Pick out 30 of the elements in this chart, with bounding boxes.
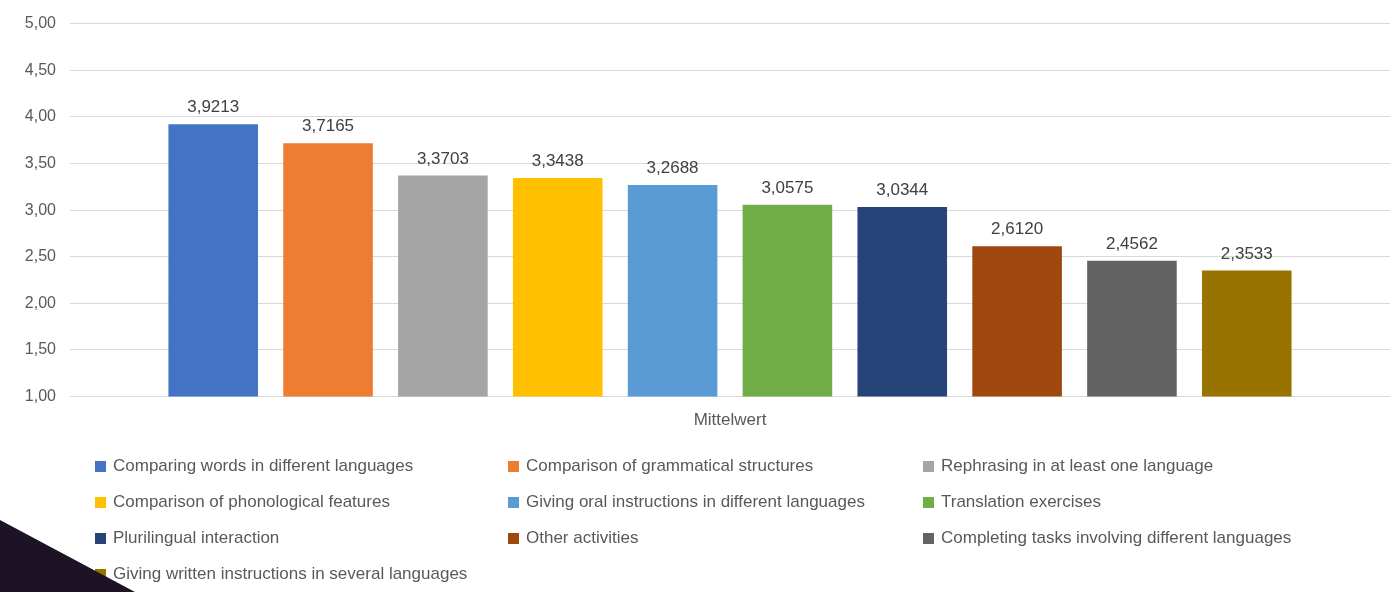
data-label: 3,7165: [302, 116, 355, 136]
data-label: 3,0575: [761, 177, 814, 197]
legend-label: Completing tasks involving different languages: [941, 528, 1292, 548]
legend-label: Translation exercises: [941, 492, 1101, 512]
data-label: 3,0344: [876, 180, 929, 200]
legend-label: Rephrasing in at least one language: [941, 456, 1214, 476]
y-tick-label: 2,50: [24, 247, 57, 265]
data-label: 2,4562: [1105, 234, 1158, 253]
legend-label: Plurilingual interaction: [113, 528, 280, 548]
data-label: 3,9213: [187, 97, 240, 117]
legend-label: Giving written instructions in several languages: [113, 564, 468, 584]
y-tick-label: 3,00: [24, 200, 57, 218]
y-tick-label: 3,50: [24, 153, 57, 171]
y-tick-label: 1,00: [24, 387, 57, 405]
legend-label: Comparison of grammatical structures: [526, 456, 814, 476]
legend-label: Comparing words in different languages: [113, 456, 414, 476]
y-tick-label: 1,50: [24, 340, 57, 358]
data-label: 3,2688: [646, 158, 699, 178]
data-label: 3,3438: [531, 151, 584, 171]
y-tick-label: 4,50: [24, 60, 57, 78]
y-tick-label: 5,00: [24, 14, 57, 32]
legend-label: Other activities: [526, 528, 639, 548]
data-label: 2,6120: [991, 219, 1044, 239]
legend-label: Giving oral instructions in different languages: [526, 492, 865, 512]
data-label: 2,3533: [1220, 243, 1273, 263]
y-tick-label: 2,00: [24, 293, 57, 311]
legend-label: Comparison of phonological features: [113, 492, 390, 512]
data-label: 3,3703: [416, 148, 469, 168]
y-tick-label: 4,00: [24, 107, 57, 125]
x-tick-label: Mittelwert: [693, 410, 767, 430]
